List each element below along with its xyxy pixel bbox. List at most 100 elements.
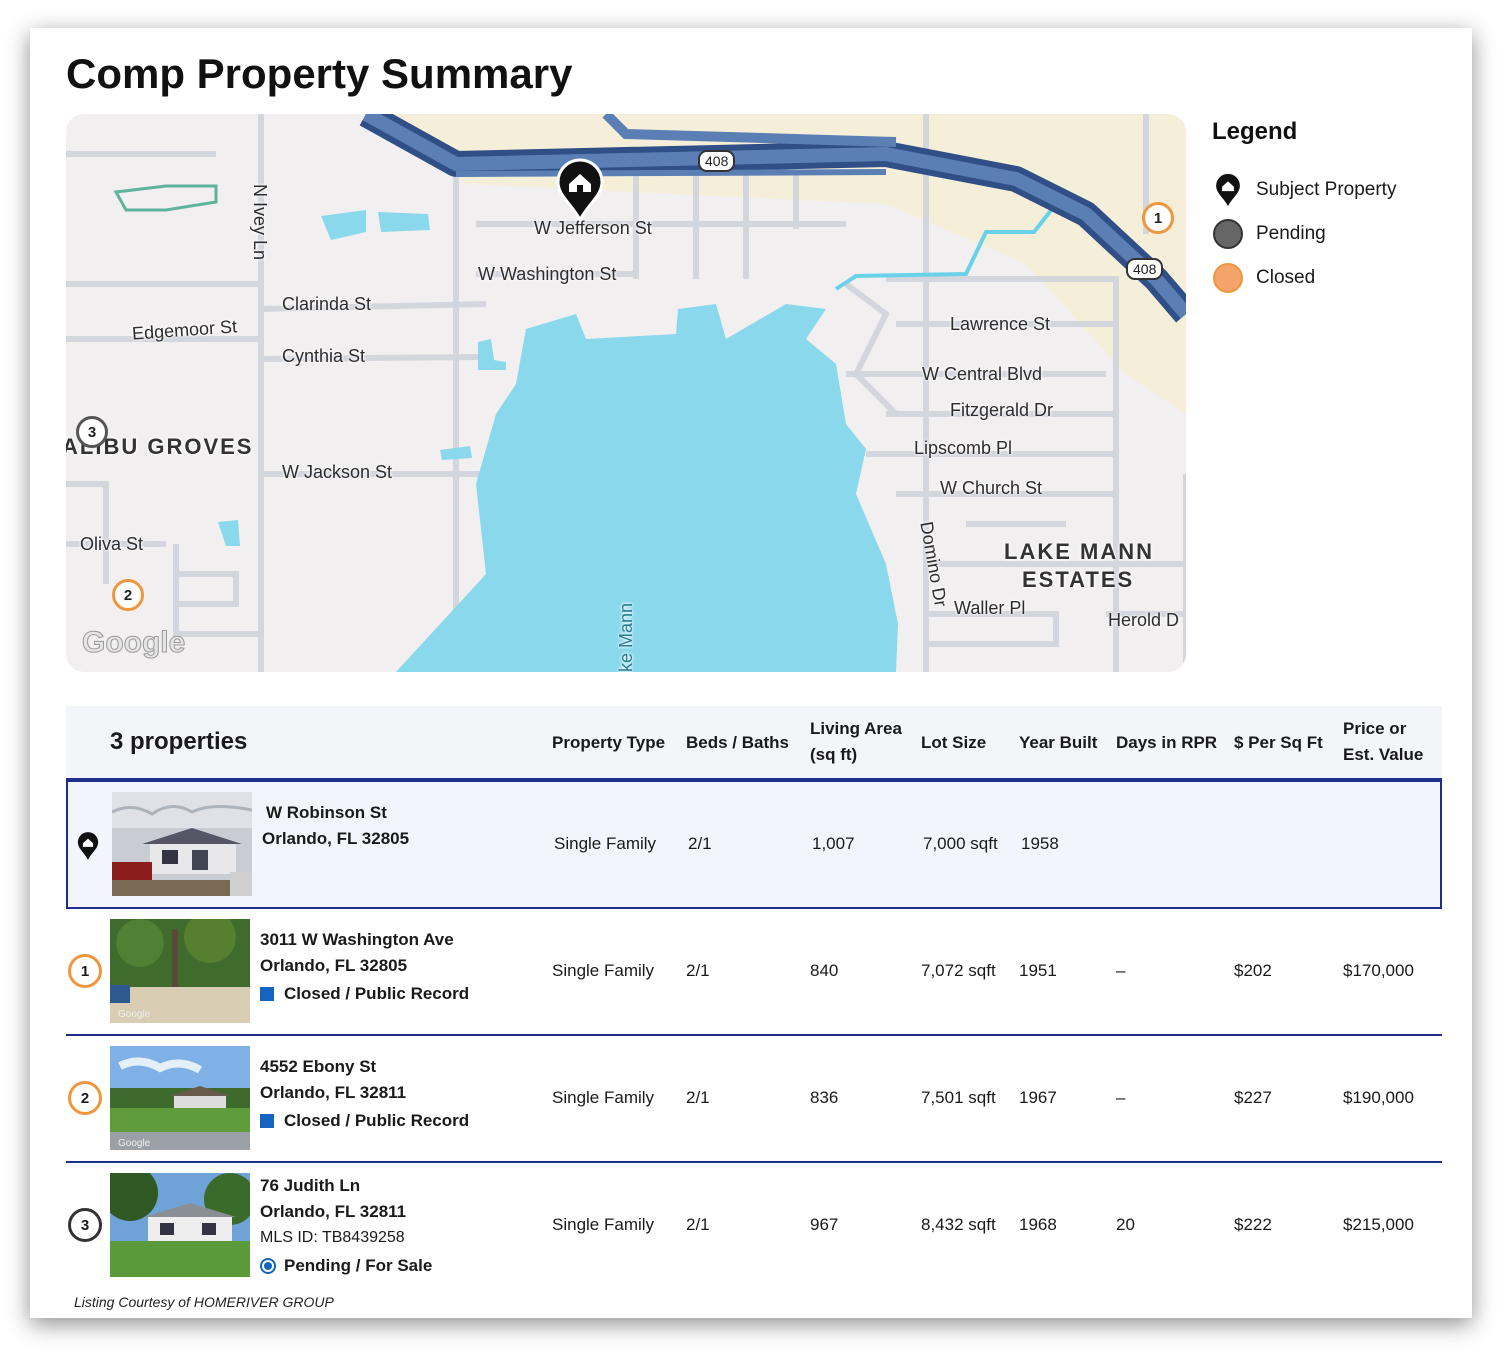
- house-pin-icon: [76, 830, 100, 867]
- cell-lot-size: 7,000 sqft: [923, 834, 998, 853]
- street-label: Cynthia St: [282, 346, 366, 366]
- cell-price: $190,000: [1343, 1088, 1414, 1107]
- closed-dot-icon: [1213, 263, 1243, 293]
- listing-courtesy: Listing Courtesy of HOMERIVER GROUP: [74, 1294, 334, 1310]
- property-count: 3 properties: [110, 728, 248, 755]
- subject-address: W Robinson St Orlando, FL 32805: [262, 800, 409, 852]
- comp-marker-2[interactable]: 2: [112, 579, 144, 611]
- comp-marker-2: 2: [68, 1081, 102, 1115]
- area-label: ESTATES: [1022, 567, 1135, 592]
- comp-marker-3[interactable]: 3: [76, 416, 108, 448]
- comp-marker-1[interactable]: 1: [1142, 202, 1174, 234]
- table-row[interactable]: 3 76 Judith Ln Orlando, FL 32811 MLS ID:…: [66, 1163, 1442, 1313]
- legend-label: Subject Property: [1256, 179, 1397, 200]
- header-living-area: Living Area (sq ft): [810, 716, 902, 768]
- table-row[interactable]: 1 Google 3011 W Washington Ave Orlando, …: [66, 909, 1442, 1036]
- cell-year-built: 1958: [1021, 834, 1059, 853]
- street-label: Clarinda St: [282, 294, 372, 314]
- cell-property-type: Single Family: [552, 1088, 655, 1107]
- status-text: Pending / For Sale: [284, 1256, 433, 1275]
- street-label: N Ivey Ln: [250, 184, 270, 261]
- table-row[interactable]: 2 Google 4552 Ebony St Orlando, FL 32811: [66, 1036, 1442, 1163]
- cell-price-per-sqft: $202: [1234, 961, 1272, 980]
- cell-beds-baths: 2/1: [686, 1215, 710, 1234]
- comp-marker-3: 3: [68, 1208, 102, 1242]
- cell-living-area: 840: [810, 961, 839, 980]
- comp-marker-1: 1: [68, 954, 102, 988]
- cell-living-area: 967: [810, 1215, 839, 1234]
- google-logo: Google: [81, 626, 186, 660]
- status-text: Closed / Public Record: [284, 1111, 470, 1130]
- comp-map[interactable]: W Jefferson St W Washington St Clarinda …: [66, 114, 1186, 672]
- pending-status-icon: [260, 1258, 276, 1274]
- photo-watermark: Google: [118, 1009, 151, 1020]
- header-living-area-line2: (sq ft): [810, 745, 858, 764]
- cell-year-built: 1951: [1019, 961, 1057, 980]
- cell-beds-baths: 2/1: [686, 1088, 710, 1107]
- header-property-type: Property Type: [552, 733, 666, 752]
- cell-beds-baths: 2/1: [686, 961, 710, 980]
- header-price-line1: Price or: [1343, 719, 1407, 738]
- cell-property-type: Single Family: [552, 1215, 655, 1234]
- listing-status: Closed / Public Record: [260, 1108, 469, 1134]
- cell-days-in-rpr: 20: [1116, 1215, 1135, 1234]
- report-page: Comp Property Summary: [30, 28, 1472, 1318]
- comp-table: 3 properties Property Type Beds / Baths …: [66, 706, 1442, 1313]
- highway-shield: 408: [1126, 258, 1164, 280]
- city-state-zip: Orlando, FL 32811: [260, 1202, 407, 1221]
- subject-row[interactable]: W Robinson St Orlando, FL 32805 Single F…: [66, 780, 1442, 909]
- street-label: W Jefferson St: [534, 218, 652, 238]
- legend-title: Legend: [1212, 118, 1298, 145]
- property-photo[interactable]: Google: [110, 1046, 250, 1150]
- header-price: Price or Est. Value: [1343, 716, 1423, 768]
- street-address: 4552 Ebony St: [260, 1057, 377, 1076]
- header-year-built: Year Built: [1019, 733, 1098, 752]
- closed-status-icon: [260, 987, 274, 1001]
- legend-item-closed: Closed: [1212, 256, 1396, 300]
- status-text: Closed / Public Record: [284, 984, 470, 1003]
- street-label: W Jackson St: [282, 462, 393, 482]
- property-photo[interactable]: Google: [110, 919, 250, 1023]
- photo-watermark: Google: [118, 1138, 151, 1149]
- cell-price-per-sqft: $222: [1234, 1215, 1272, 1234]
- header-price-per-sqft: $ Per Sq Ft: [1234, 733, 1323, 752]
- closed-status-icon: [260, 1114, 274, 1128]
- cell-lot-size: 7,072 sqft: [921, 961, 996, 980]
- cell-days-in-rpr: –: [1116, 1088, 1126, 1107]
- listing-status: Pending / For Sale: [260, 1253, 432, 1279]
- header-beds-baths: Beds / Baths: [686, 733, 789, 752]
- cell-lot-size: 7,501 sqft: [921, 1088, 996, 1107]
- pending-dot-icon: [1213, 219, 1243, 249]
- street-address: 3011 W Washington Ave: [260, 930, 454, 949]
- cell-year-built: 1968: [1019, 1215, 1057, 1234]
- comp-address: 76 Judith Ln Orlando, FL 32811 MLS ID: T…: [260, 1173, 432, 1279]
- map-canvas: [66, 114, 1186, 672]
- cell-property-type: Single Family: [554, 834, 657, 853]
- house-pin-icon: [1212, 173, 1244, 207]
- legend-label: Closed: [1256, 267, 1316, 288]
- map-legend: Legend Subject Property Pending Closed: [1212, 118, 1396, 300]
- street-address: W Robinson St: [266, 803, 387, 822]
- legend-label: Pending: [1256, 223, 1326, 244]
- street-label: W Washington St: [478, 264, 617, 284]
- cell-beds-baths: 2/1: [688, 834, 712, 853]
- cell-year-built: 1967: [1019, 1088, 1057, 1107]
- cell-price: $170,000: [1343, 961, 1414, 980]
- header-days-in-rpr: Days in RPR: [1116, 733, 1218, 752]
- street-label: Oliva St: [80, 534, 144, 554]
- property-photo[interactable]: [110, 1173, 250, 1277]
- street-label: W Church St: [940, 478, 1043, 498]
- cell-price-per-sqft: $227: [1234, 1088, 1272, 1107]
- street-label: Lipscomb Pl: [914, 438, 1013, 458]
- street-label: Herold D: [1108, 610, 1180, 630]
- header-living-area-line1: Living Area: [810, 719, 902, 738]
- cell-property-type: Single Family: [552, 961, 655, 980]
- cell-lot-size: 8,432 sqft: [921, 1215, 996, 1234]
- property-photo[interactable]: [112, 792, 252, 896]
- cell-days-in-rpr: –: [1116, 961, 1126, 980]
- street-label: ke Mann: [616, 602, 636, 672]
- street-label: Waller Pl: [954, 598, 1026, 618]
- legend-item-pending: Pending: [1212, 212, 1396, 256]
- mls-id: MLS ID: TB8439258: [260, 1229, 405, 1246]
- cell-living-area: 1,007: [812, 834, 855, 853]
